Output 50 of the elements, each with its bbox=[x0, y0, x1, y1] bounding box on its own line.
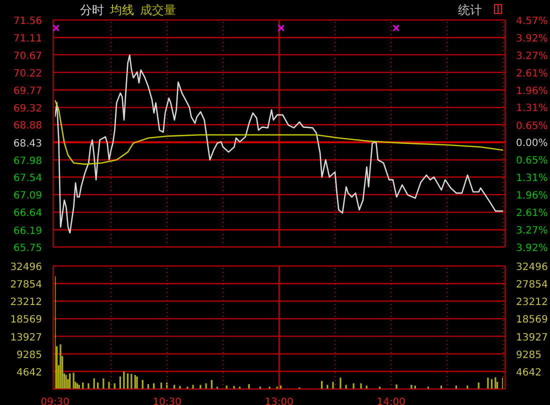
y2-tick-label: 18569 bbox=[516, 314, 548, 326]
text: 均线 bbox=[110, 2, 134, 19]
y-tick-label: 18569 bbox=[10, 314, 42, 326]
y2-tick-label: 3.92% bbox=[516, 243, 548, 254]
y2-tick-label: 4642 bbox=[516, 367, 542, 378]
y2-tick-label: 1.96% bbox=[516, 86, 548, 97]
text: 成交量 bbox=[140, 2, 176, 19]
y-tick-label: 23212 bbox=[10, 297, 42, 308]
y-tick-label: 66.64 bbox=[13, 208, 42, 220]
y-tick-label: 67.98 bbox=[13, 156, 42, 167]
y-tick-label: 67.09 bbox=[13, 190, 42, 202]
text: 分时 bbox=[80, 2, 104, 19]
y2-tick-label: 3.27% bbox=[516, 50, 548, 62]
text: 统计 bbox=[458, 2, 482, 19]
y2-tick-label: 3.92% bbox=[516, 33, 548, 44]
y2-tick-label: 23212 bbox=[516, 297, 548, 308]
y2-tick-label: 9285 bbox=[516, 350, 542, 361]
y2-tick-label: 1.96% bbox=[516, 190, 548, 202]
y-tick-label: 70.67 bbox=[13, 50, 42, 62]
y-tick-label: 69.77 bbox=[13, 86, 42, 97]
y-tick-label: 68.43 bbox=[13, 138, 42, 150]
y2-tick-label: 32496 bbox=[516, 262, 548, 273]
y-tick-label: 9285 bbox=[16, 350, 42, 361]
y-tick-label: 68.88 bbox=[13, 120, 42, 132]
y2-tick-label: 0.00% bbox=[516, 138, 548, 150]
y-tick-label: 65.75 bbox=[13, 243, 42, 254]
y-tick-label: 13927 bbox=[10, 332, 42, 344]
y2-tick-label: 1.31% bbox=[516, 173, 548, 184]
y-tick-label: 32496 bbox=[10, 262, 42, 273]
y-tick-label: 70.22 bbox=[13, 68, 42, 80]
x-tick-label: 10:30 bbox=[152, 397, 182, 405]
x-tick-label: 14:00 bbox=[376, 397, 406, 405]
y-tick-label: 71.11 bbox=[13, 34, 42, 45]
y2-tick-label: 0.65% bbox=[516, 156, 548, 167]
y-tick-label: 67.54 bbox=[13, 173, 42, 184]
y2-tick-label: 3.27% bbox=[516, 226, 548, 237]
y2-tick-label: 0.65% bbox=[516, 120, 548, 132]
y2-tick-label: 2.61% bbox=[516, 68, 548, 80]
y-tick-label: 69.32 bbox=[13, 104, 42, 115]
x-tick-label: 09:30 bbox=[40, 397, 70, 405]
y-tick-label: 66.19 bbox=[13, 226, 42, 237]
y2-tick-label: 13927 bbox=[516, 332, 548, 344]
y2-tick-label: 4.57% bbox=[516, 16, 548, 27]
x-tick-label: 13:00 bbox=[264, 397, 294, 405]
y2-tick-label: 2.61% bbox=[516, 208, 548, 219]
y-tick-label: 71.56 bbox=[13, 16, 42, 27]
y-tick-label: 4642 bbox=[16, 367, 42, 378]
y2-tick-label: 27854 bbox=[516, 280, 548, 291]
y-tick-label: 27854 bbox=[10, 280, 42, 291]
y2-tick-label: 1.31% bbox=[516, 103, 548, 114]
